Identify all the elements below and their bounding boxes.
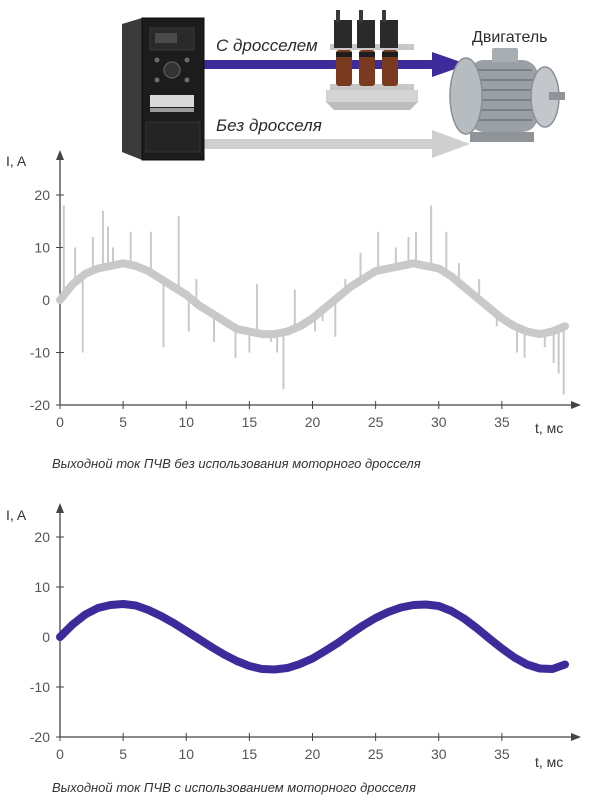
x-axis-arrow xyxy=(571,401,581,409)
x-tick-label: 0 xyxy=(56,414,64,430)
label-with-choke: С дросселем xyxy=(216,36,318,55)
y-tick-label: 10 xyxy=(34,579,50,595)
y-tick-label: -20 xyxy=(30,729,50,745)
series-line-with-choke xyxy=(56,600,569,674)
x-tick-label: 25 xyxy=(368,746,384,762)
x-tick-label: 20 xyxy=(305,746,321,762)
x-tick-label: 15 xyxy=(242,746,258,762)
x-tick-label: 25 xyxy=(368,414,384,430)
arrow-with-choke xyxy=(196,52,468,77)
y-axis-arrow xyxy=(56,150,64,160)
y-tick-label: -20 xyxy=(30,397,50,413)
chart-axes xyxy=(56,503,581,741)
electric-motor-icon xyxy=(449,48,565,142)
chart-caption: Выходной ток ПЧВ без использования мотор… xyxy=(52,456,421,471)
x-axis-arrow xyxy=(571,733,581,741)
y-tick-label: -10 xyxy=(30,345,50,361)
y-tick-label: 20 xyxy=(34,187,50,203)
x-tick-label: 30 xyxy=(431,414,447,430)
motor-choke-icon xyxy=(326,10,418,110)
x-tick-label: 0 xyxy=(56,746,64,762)
series-spikes xyxy=(62,205,565,395)
x-tick-label: 10 xyxy=(178,414,194,430)
tick-labels: 20 10 0 -10 -20 0 5 10 15 20 25 30 35 xyxy=(30,529,510,762)
y-tick-label: 0 xyxy=(42,629,50,645)
x-axis-label: t, мс xyxy=(535,754,563,770)
x-tick-label: 30 xyxy=(431,746,447,762)
label-without-choke: Без дросселя xyxy=(216,116,322,135)
y-tick-label: 10 xyxy=(34,240,50,256)
y-tick-label: -10 xyxy=(30,679,50,695)
y-axis-arrow xyxy=(56,503,64,513)
connection-diagram: С дросселем Без дросселя Двигатель xyxy=(122,10,565,161)
x-tick-label: 5 xyxy=(119,414,127,430)
label-motor: Двигатель xyxy=(472,29,548,46)
arrow-without-choke xyxy=(200,130,470,158)
series-line-without-choke xyxy=(56,259,569,339)
chart-caption: Выходной ток ПЧВ с использованием моторн… xyxy=(52,780,416,795)
x-tick-label: 15 xyxy=(242,414,258,430)
x-tick-label: 5 xyxy=(119,746,127,762)
tick-labels: 20 10 0 -10 -20 0 5 10 15 20 25 30 35 xyxy=(30,187,510,430)
x-tick-label: 20 xyxy=(305,414,321,430)
y-tick-label: 20 xyxy=(34,529,50,545)
y-axis-label: I, A xyxy=(6,153,27,169)
x-tick-label: 35 xyxy=(494,414,510,430)
chart-without-choke: 20 10 0 -10 -20 0 5 10 15 20 25 30 35 I, A t, мс Вых… xyxy=(6,150,581,471)
y-tick-label: 0 xyxy=(42,292,50,308)
x-tick-label: 35 xyxy=(494,746,510,762)
chart-with-choke: 20 10 0 -10 -20 0 5 10 15 20 25 30 35 I, A t, мс Вых… xyxy=(6,503,581,795)
chart-axes xyxy=(56,150,581,409)
frequency-inverter-icon xyxy=(122,17,205,161)
x-tick-label: 10 xyxy=(178,746,194,762)
y-axis-label: I, A xyxy=(6,507,27,523)
x-axis-label: t, мс xyxy=(535,420,563,436)
